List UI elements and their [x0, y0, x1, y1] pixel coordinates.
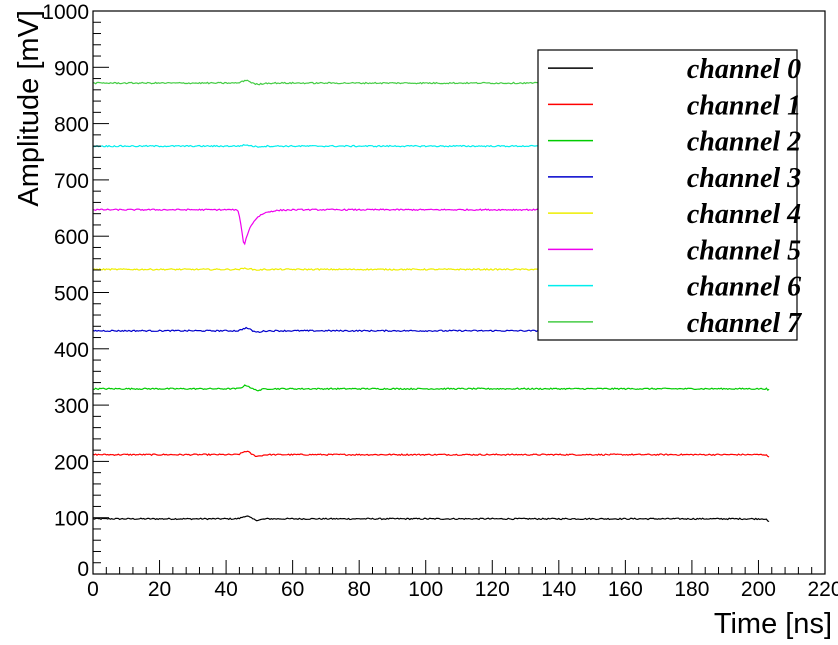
- legend-label-0: channel 0: [687, 54, 801, 85]
- axis-ticks: [92, 10, 826, 575]
- y-tick-label: 1000: [42, 1, 89, 24]
- x-tick-label: 20: [148, 578, 171, 601]
- y-tick-label: 800: [54, 114, 89, 137]
- legend-box: [537, 49, 798, 341]
- series-traces: [92, 79, 770, 523]
- legend-label-5: channel 5: [687, 235, 801, 266]
- legend-label-3: channel 3: [687, 163, 801, 194]
- x-tick-label: 200: [741, 578, 776, 601]
- y-tick-label: 200: [54, 451, 89, 474]
- x-tick-label: 80: [348, 578, 371, 601]
- y-tick-label: 0: [77, 558, 89, 581]
- y-tick-label: 600: [54, 226, 89, 249]
- y-tick-label: 100: [54, 508, 89, 531]
- axis-tick-labels: 0 20 40 60 80 100 120 140 160 180 200 220 0 100 200 300…: [42, 1, 838, 601]
- legend-label-6: channel 6: [687, 272, 801, 303]
- legend-label-2: channel 2: [687, 127, 801, 158]
- x-axis-title: Time [ns]: [714, 608, 832, 640]
- y-axis-title: Amplitude [mV]: [13, 10, 45, 207]
- series-line-1: [92, 450, 770, 458]
- y-tick-label: 400: [54, 339, 89, 362]
- legend: channel 0 channel 1 channel 2 channel 3 chan…: [537, 49, 802, 341]
- x-tick-label: 60: [281, 578, 304, 601]
- legend-label-7: channel 7: [687, 308, 802, 339]
- y-tick-label: 300: [54, 395, 89, 418]
- legend-label-4: channel 4: [687, 199, 801, 230]
- x-tick-label: 0: [87, 578, 99, 601]
- y-tick-label: 900: [54, 57, 89, 80]
- x-tick-label: 160: [608, 578, 643, 601]
- x-tick-label: 180: [674, 578, 709, 601]
- x-tick-label: 40: [214, 578, 237, 601]
- series-line-0: [92, 515, 770, 523]
- y-tick-label: 500: [54, 283, 89, 306]
- legend-label-1: channel 1: [687, 90, 801, 121]
- x-tick-label: 120: [475, 578, 510, 601]
- series-line-2: [92, 384, 770, 392]
- y-tick-label: 700: [54, 170, 89, 193]
- x-tick-label: 140: [541, 578, 576, 601]
- x-tick-label: 100: [408, 578, 443, 601]
- x-tick-label: 220: [807, 578, 838, 601]
